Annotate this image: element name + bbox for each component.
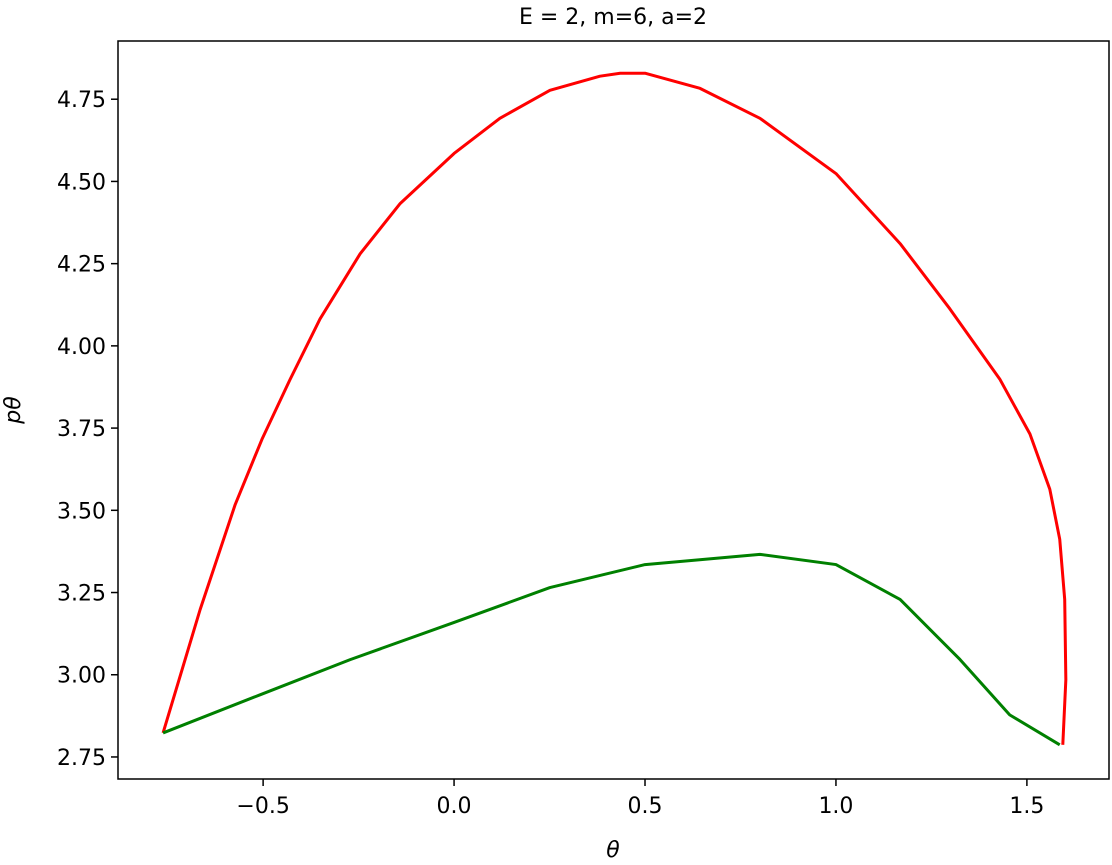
y-tick-label: 3.50 — [57, 499, 106, 524]
y-tick-label: 3.25 — [57, 582, 106, 607]
y-tick-label: 4.50 — [57, 170, 106, 195]
data-line — [161, 71, 1068, 745]
y-axis-label: pθ — [1, 396, 26, 425]
data-line — [162, 552, 1061, 747]
y-tick-label: 3.00 — [57, 664, 106, 689]
y-tick-label: 4.25 — [57, 253, 106, 278]
chart-title: E = 2, m=6, a=2 — [519, 5, 707, 30]
x-tick-label: 1.5 — [1009, 794, 1044, 819]
y-tick-label: 3.75 — [57, 417, 106, 442]
x-axis-label: θ — [606, 838, 620, 861]
y-tick-label: 4.75 — [57, 88, 106, 113]
x-tick-label: 0.0 — [437, 794, 472, 819]
x-tick-label: −0.5 — [236, 794, 289, 819]
y-tick-label: 4.00 — [57, 335, 106, 360]
y-tick-label: 2.75 — [57, 746, 106, 771]
x-tick-label: 1.0 — [818, 794, 853, 819]
x-tick-label: 0.5 — [628, 794, 663, 819]
plot-frame — [117, 40, 1110, 780]
